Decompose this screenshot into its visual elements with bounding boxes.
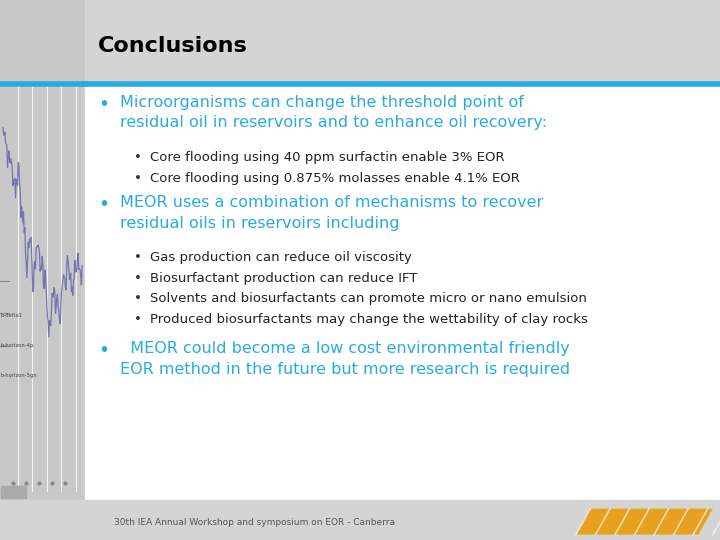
Text: Conclusions: Conclusions [98,36,248,56]
Bar [0,500,720,540]
Bar [0,0,85,540]
Text: b-delta1: b-delta1 [1,313,23,319]
Text: MEOR uses a combination of mechanisms to recover
residual oils in reservoirs inc: MEOR uses a combination of mechanisms to… [120,195,543,231]
Bar [85,0,720,84]
Text: •: • [134,292,142,305]
Text: 30th IEA Annual Workshop and symposium on EOR - Canberra: 30th IEA Annual Workshop and symposium o… [114,518,395,526]
Text: •: • [134,272,142,285]
Text: Solvents and biosurfactants can promote micro or nano emulsion: Solvents and biosurfactants can promote … [150,292,587,305]
Text: MEOR could become a low cost environmental friendly
EOR method in the future but: MEOR could become a low cost environment… [120,341,570,377]
Text: b-horizon-4p: b-horizon-4p [1,343,34,348]
Text: •: • [98,341,109,360]
Bar [1,486,26,498]
Text: •: • [134,251,142,264]
Text: •: • [134,172,142,185]
Polygon shape [576,509,713,535]
Text: Microorganisms can change the threshold point of
residual oil in reservoirs and : Microorganisms can change the threshold … [120,94,546,130]
Text: •: • [134,151,142,164]
Text: Produced biosurfactants may change the wettability of clay rocks: Produced biosurfactants may change the w… [150,313,588,326]
Text: Biosurfactant production can reduce IFT: Biosurfactant production can reduce IFT [150,272,417,285]
Text: •: • [98,195,109,214]
Text: Gas production can reduce oil viscosity: Gas production can reduce oil viscosity [150,251,412,264]
Text: Core flooding using 0.875% molasses enable 4.1% EOR: Core flooding using 0.875% molasses enab… [150,172,520,185]
Text: Core flooding using 40 ppm surfactin enable 3% EOR: Core flooding using 40 ppm surfactin ena… [150,151,505,164]
Bar [85,84,720,500]
Text: b-horizon-5gn: b-horizon-5gn [1,373,37,378]
Text: •: • [98,94,109,113]
Text: •: • [134,313,142,326]
